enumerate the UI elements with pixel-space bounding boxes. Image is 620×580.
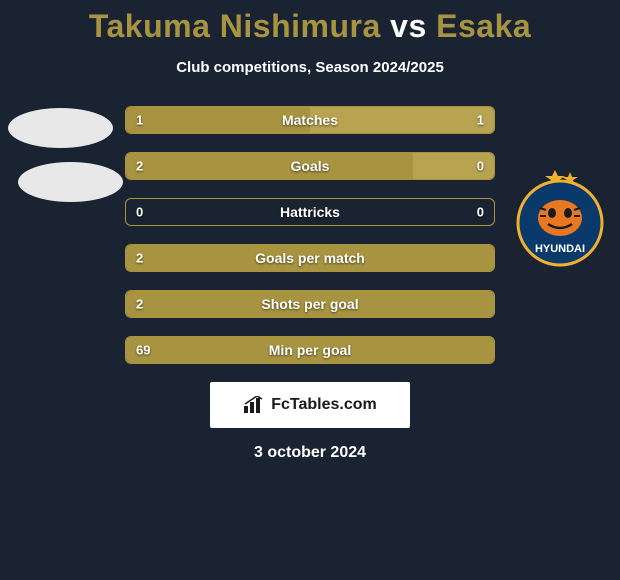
svg-text:HYUNDAI: HYUNDAI xyxy=(535,243,585,255)
bar-label: Goals xyxy=(126,158,494,174)
chart-icon xyxy=(243,396,265,414)
footer-date: 3 october 2024 xyxy=(0,444,620,462)
hyundai-logo-icon: HYUNDAI xyxy=(510,168,610,268)
player1-name: Takuma Nishimura xyxy=(89,8,381,44)
bars-container: 11Matches 20Goals 00Hattricks 2Goals per ma… xyxy=(125,106,495,364)
bar-label: Matches xyxy=(126,112,494,128)
vs-text: vs xyxy=(390,8,427,44)
bar-row-matches: 11Matches xyxy=(125,106,495,134)
bar-row-goals-per-match: 2Goals per match xyxy=(125,244,495,272)
bar-label: Hattricks xyxy=(126,204,494,220)
player2-club-logo: HYUNDAI xyxy=(510,168,610,268)
bar-label: Min per goal xyxy=(126,342,494,358)
bar-row-goals: 20Goals xyxy=(125,152,495,180)
subtitle: Club competitions, Season 2024/2025 xyxy=(0,59,620,76)
bar-label: Goals per match xyxy=(126,250,494,266)
chart-area: HYUNDAI 11Matches 20Goals 00Hattricks 2Goal… xyxy=(0,106,620,364)
bar-row-min-per-goal: 69Min per goal xyxy=(125,336,495,364)
player1-club-avatar xyxy=(18,162,123,202)
player2-name: Esaka xyxy=(436,8,531,44)
bar-row-shots-per-goal: 2Shots per goal xyxy=(125,290,495,318)
player1-avatar xyxy=(8,108,113,148)
bar-row-hattricks: 00Hattricks xyxy=(125,198,495,226)
bar-label: Shots per goal xyxy=(126,296,494,312)
brand-badge: FcTables.com xyxy=(210,382,410,428)
brand-text: FcTables.com xyxy=(271,396,377,414)
comparison-title: Takuma Nishimura vs Esaka xyxy=(0,0,620,45)
